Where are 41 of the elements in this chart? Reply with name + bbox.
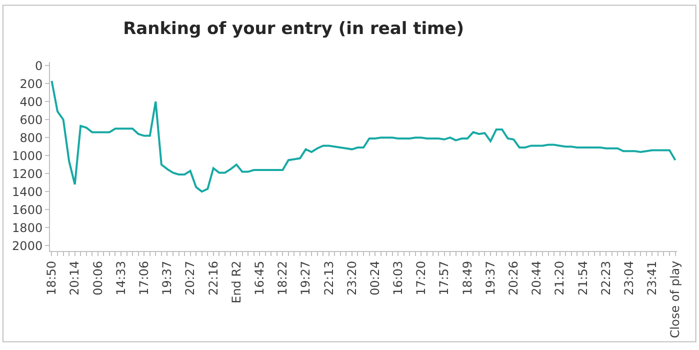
x-tick-label: 22:23 bbox=[598, 260, 613, 296]
x-tick-label: 14:33 bbox=[114, 260, 128, 296]
x-tick-label: 18:49 bbox=[460, 260, 474, 296]
x-tick-label: 21:54 bbox=[576, 260, 590, 296]
chart-title: Ranking of your entry (in real time) bbox=[123, 18, 464, 39]
x-tick-label: 18:22 bbox=[276, 260, 290, 296]
x-tick-label: 17:06 bbox=[137, 260, 152, 296]
x-tick-label: 21:20 bbox=[552, 260, 567, 296]
x-tick-label: 20:14 bbox=[68, 260, 82, 296]
y-tick-label: 1400 bbox=[12, 184, 43, 199]
x-tick-label: 23:20 bbox=[344, 260, 359, 296]
x-tick-label: End R2 bbox=[229, 260, 244, 304]
x-tick-label: 00:24 bbox=[368, 260, 382, 296]
line-series bbox=[50, 80, 676, 193]
x-tick-label: Close of play bbox=[668, 260, 682, 338]
x-tick-label: 22:16 bbox=[206, 260, 220, 296]
y-tick-label: 0 bbox=[34, 58, 43, 73]
x-tick-label: 20:27 bbox=[183, 260, 198, 296]
y-tick-label: 2000 bbox=[12, 238, 43, 253]
x-tick-label: 22:13 bbox=[322, 260, 336, 296]
y-tick-label: 1000 bbox=[12, 148, 43, 163]
y-tick-label: 1800 bbox=[12, 220, 43, 235]
x-tick-label: 17:20 bbox=[414, 260, 428, 296]
x-tick-label: 20:26 bbox=[506, 260, 521, 296]
x-tick-label: 18:50 bbox=[44, 260, 59, 296]
x-tick-label: 23:41 bbox=[645, 260, 660, 296]
x-tick-label: 16:45 bbox=[252, 260, 266, 296]
x-tick-label: 17:57 bbox=[437, 260, 452, 296]
x-tick-label: 20:44 bbox=[530, 260, 544, 296]
x-tick-label: 19:37 bbox=[160, 260, 174, 296]
y-tick-label: 1200 bbox=[12, 166, 43, 181]
y-tick-label: 800 bbox=[20, 130, 43, 145]
y-tick-label: 600 bbox=[20, 112, 43, 127]
x-tick-label: 19:37 bbox=[483, 260, 498, 296]
y-tick-label: 1600 bbox=[12, 202, 43, 217]
x-tick-label: 00:06 bbox=[90, 260, 105, 296]
x-tick-label: 16:03 bbox=[391, 260, 406, 296]
y-tick-label: 200 bbox=[20, 76, 43, 91]
y-tick-label: 400 bbox=[20, 94, 43, 109]
x-tick-label: 23:04 bbox=[622, 260, 636, 296]
x-tick-label: 19:27 bbox=[298, 260, 313, 296]
